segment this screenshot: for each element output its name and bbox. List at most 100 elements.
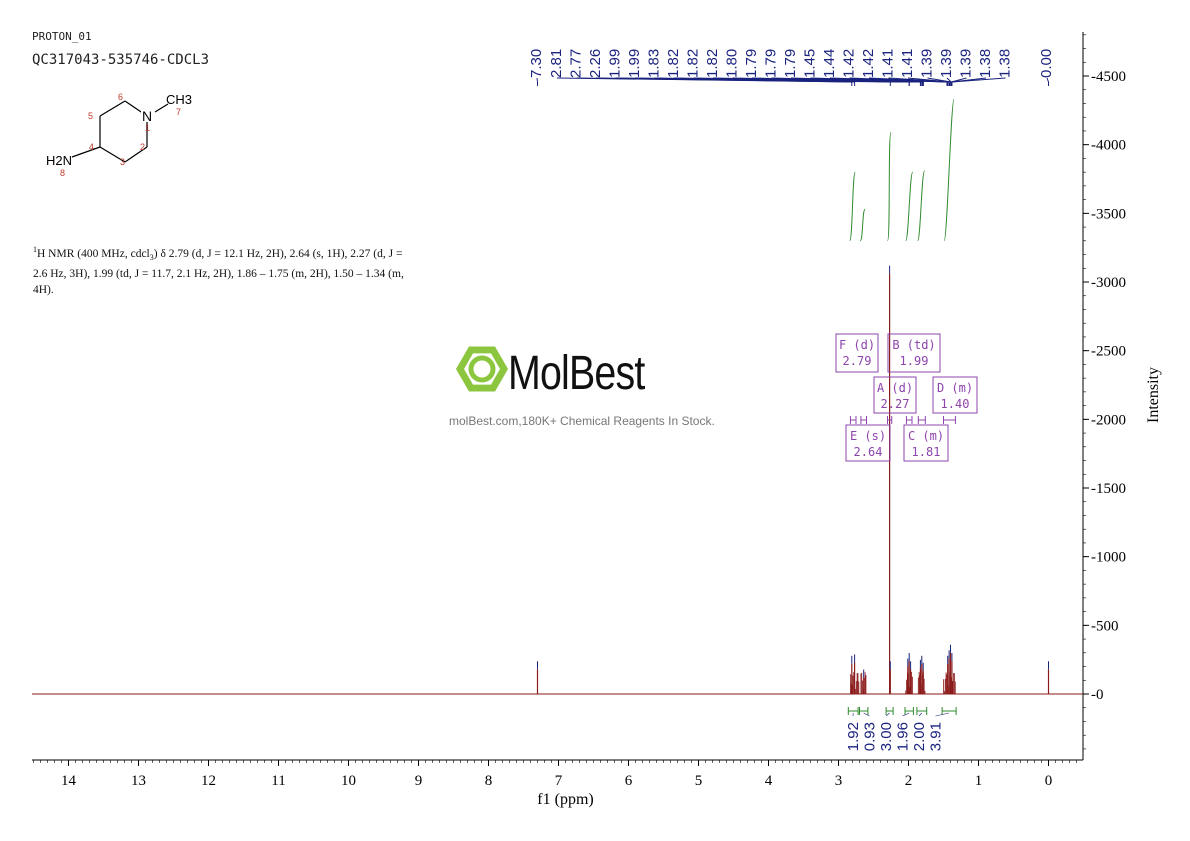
x-tick-label: 3: [835, 773, 843, 789]
multiplet-box: F (d) 2.79: [835, 333, 879, 373]
multiplet-label: B (td): [892, 338, 935, 352]
structure-bond: [124, 146, 148, 163]
integral-value: 2.00: [911, 722, 928, 751]
multiplet-box-frame: [845, 424, 891, 462]
y-tick-label: -2500: [1091, 344, 1126, 360]
multiplet-label: F (d): [839, 338, 875, 352]
structure-atom-number: 5: [88, 111, 93, 121]
structure-bond: [99, 100, 126, 117]
y-tick-label: -500: [1091, 618, 1119, 634]
structure-atom-number: 2: [140, 142, 145, 152]
peak-label: 1.39: [938, 49, 955, 78]
sample-name: QC317043-535746-CDCL3: [32, 52, 210, 68]
integral-curve: [917, 170, 926, 242]
peak-label: 1.82: [665, 49, 682, 78]
y-tick-label: -1000: [1091, 550, 1126, 566]
structure-atom-number: 4: [89, 142, 94, 152]
integral-curve: [849, 171, 856, 242]
peak-label: 1.39: [958, 49, 975, 78]
peak-label: 1.38: [997, 49, 1014, 78]
structure-atom-bg: [141, 108, 153, 122]
peak-label: 1.79: [763, 49, 780, 78]
x-tick-label: 1: [975, 773, 983, 789]
peak-label: 1.99: [626, 49, 643, 78]
multiplet-shift: 2.27: [881, 397, 910, 411]
peak-label: 1.80: [724, 49, 741, 78]
integral-leader: [885, 712, 890, 717]
y-tick-label: -4500: [1091, 69, 1126, 85]
multiplet-shift: 1.40: [941, 397, 970, 411]
x-tick-label: 0: [1045, 773, 1053, 789]
peak-label: 1.41: [880, 49, 897, 78]
multiplet-label: D (m): [937, 381, 973, 395]
watermark-brand: MolBest: [508, 347, 645, 400]
multiplet-label: A (d): [877, 381, 913, 395]
multiplet-box-frame: [903, 424, 949, 462]
structure-atom-number: 6: [118, 92, 123, 102]
peak-label: 1.38: [977, 49, 994, 78]
integral-leader: [918, 712, 923, 717]
structure-atom-number: 1: [145, 123, 150, 133]
structure-bond: [154, 103, 169, 113]
peak-label: 2.81: [548, 49, 565, 78]
x-tick-label: 8: [485, 773, 493, 789]
structure-atom-nh2: H2N: [46, 153, 72, 168]
x-tick-label: 9: [415, 773, 423, 789]
multiplet-label: C (m): [908, 429, 944, 443]
peak-label: 1.82: [704, 49, 721, 78]
x-tick-label: 4: [765, 773, 773, 789]
y-axis-title: Intensity: [1145, 367, 1162, 423]
multiplet-box: E (s) 2.64: [845, 424, 891, 462]
peak-label: 7.30: [528, 49, 545, 78]
peak-label: 0.00: [1038, 49, 1055, 78]
integral-value: 1.92: [845, 722, 862, 751]
peak-label-leader: [1046, 77, 1049, 86]
peak-label: 1.83: [646, 49, 663, 78]
multiplet-box-frame: [873, 376, 917, 414]
peak-label-leader: [950, 77, 967, 86]
x-tick-label: 13: [131, 773, 146, 789]
multiplet-box: A (d) 2.27: [873, 376, 917, 414]
peak-label: 1.99: [607, 49, 624, 78]
multiplet-box-frame: [835, 333, 879, 373]
peak-label: 2.26: [587, 49, 604, 78]
structure-atom-number: 8: [60, 168, 65, 178]
integral-value: 0.93: [862, 722, 879, 751]
x-tick-label: 12: [201, 773, 216, 789]
x-tick-label: 7: [555, 773, 563, 789]
experiment-name: PROTON_01: [32, 30, 92, 43]
integral-curve: [905, 171, 914, 242]
y-tick-label: -4000: [1091, 138, 1126, 154]
multiplet-shift: 2.79: [843, 354, 872, 368]
y-tick-label: -1500: [1091, 481, 1126, 497]
multiplet-label: E (s): [850, 429, 886, 443]
integral-leader: [902, 712, 910, 717]
structure-atom-n: N: [142, 108, 152, 124]
peak-label: 1.42: [860, 49, 877, 78]
chemical-structure: N CH3 H2N 12 3 4 5 6 7 8: [46, 92, 192, 178]
structure-atom-number: 3: [120, 157, 125, 167]
y-tick-label: -3500: [1091, 206, 1126, 222]
logo-ring: [468, 355, 496, 383]
multiplet-box-frame: [887, 333, 941, 373]
y-tick-label: -3000: [1091, 275, 1126, 291]
multiplet-shift: 1.99: [900, 354, 929, 368]
x-tick-label: 5: [695, 773, 703, 789]
x-tick-label: 2: [905, 773, 913, 789]
integral-leader: [863, 712, 870, 717]
peak-label: 1.42: [841, 49, 858, 78]
y-tick-label: -0: [1091, 687, 1104, 703]
peak-label: 1.82: [685, 49, 702, 78]
structure-atom-ch3: CH3: [166, 92, 192, 107]
peak-label: 1.44: [821, 49, 838, 78]
peak-label: 2.77: [568, 49, 585, 78]
peak-label: 1.45: [802, 49, 819, 78]
peak-label-leader: [951, 77, 1006, 86]
multiplet-box-frame: [932, 376, 978, 414]
nmr-subscript: 3: [149, 253, 154, 263]
integral-leader: [935, 712, 950, 717]
peak-label: 1.41: [899, 49, 916, 78]
x-axis-title: f1 (ppm): [537, 791, 593, 808]
peak-label: 1.79: [782, 49, 799, 78]
